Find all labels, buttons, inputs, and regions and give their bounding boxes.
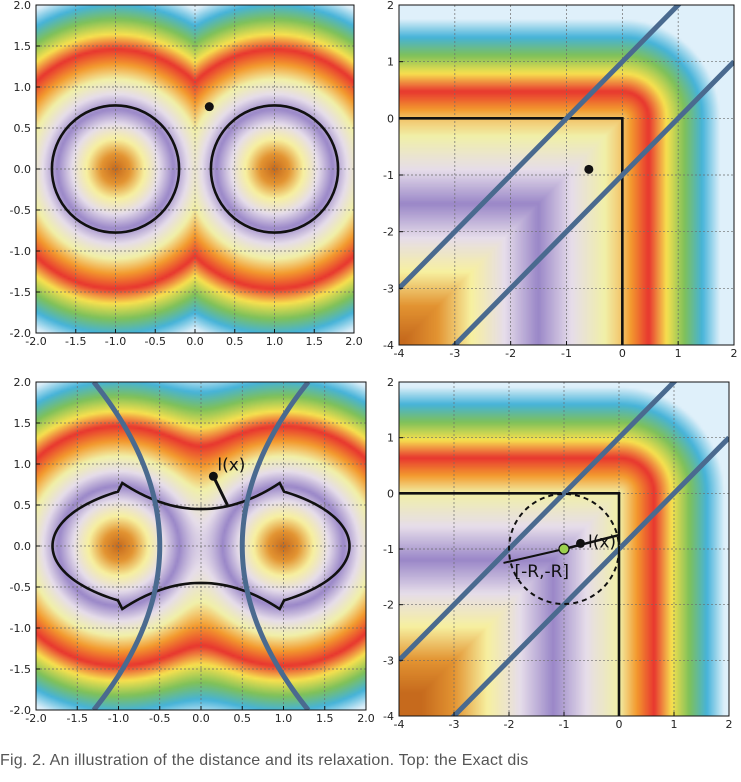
y-tick-label: -3 [383,282,394,295]
y-tick-label: 0.0 [14,540,32,553]
dumbbell-level-set [51,481,351,611]
y-tick-label: 0 [387,112,394,125]
x-tick-label: -0.5 [145,335,166,348]
y-tick-label: 2 [387,376,394,389]
y-tick-label: -0.5 [10,581,31,594]
y-tick-label: 1 [387,56,394,69]
black-level-circle [209,104,340,234]
quadrant-boundary [399,117,624,345]
x-tick-label: 2 [731,347,738,360]
x-tick-label: 1.0 [266,335,284,348]
annotation-lx: l(x) [588,532,616,552]
y-tick-label: 1.5 [14,40,32,53]
x-tick-label: -3 [449,347,460,360]
annotation-center: [-R,-R] [515,562,570,582]
x-tick-label: 0.5 [234,712,252,725]
x-tick-label: -2 [505,347,516,360]
x-tick-label: 2 [726,718,733,731]
black-level-circle [50,104,181,234]
x-tick-label: 1.5 [306,335,324,348]
x-tick-label: -1.5 [65,335,86,348]
x-tick-label: -1 [559,718,570,731]
y-tick-label: -1.0 [10,245,31,258]
y-tick-label: -2.0 [10,327,31,340]
plot-area: l(x) [36,382,366,710]
y-tick-label: 2 [387,0,394,12]
y-tick-label: 0 [387,487,394,500]
x-tick-label: -4 [394,347,405,360]
query-point [204,102,214,112]
y-tick-label: 0.5 [14,499,32,512]
x-tick-label: 1 [675,347,682,360]
x-tick-label: 0.5 [226,335,244,348]
y-tick-label: -2 [383,226,394,239]
y-tick-label: 0.5 [14,122,32,135]
y-tick-label: 1.0 [14,81,32,94]
query-point [208,471,218,481]
quadrant-boundary [399,492,621,716]
x-tick-label: 1 [671,718,678,731]
x-tick-label: 0.0 [192,712,210,725]
x-tick-label: -2 [504,718,515,731]
projection-segment [212,475,229,506]
x-tick-label: -1.0 [108,712,129,725]
x-tick-label: 0.0 [186,335,204,348]
annotation-lx: l(x) [217,455,245,475]
x-tick-label: -0.5 [149,712,170,725]
x-tick-label: 1.0 [275,712,293,725]
plot-area [36,5,354,333]
y-tick-label: -1.5 [10,286,31,299]
blue-line [450,435,729,716]
x-tick-label: 1.5 [316,712,334,725]
x-tick-label: 2.0 [345,335,363,348]
y-tick-label: -4 [383,339,394,352]
panel-bottom-left: l(x) -2.0 -1.5 -1.0 -0.5 0.0 0.5 1.0 1.5 2.0 -2.0 -… [10,376,375,725]
y-tick-label: -0.5 [10,204,31,217]
center-point [558,543,570,555]
query-point [584,164,594,174]
y-tick-label: 0.0 [14,163,32,176]
panel-top-right: -4 -3 -2 -1 0 1 2 -4 -3 -2 -1 0 1 2 [383,0,738,360]
y-tick-label: 1 [387,432,394,445]
x-tick-label: -1 [561,347,572,360]
y-tick-label: -1 [383,543,394,556]
x-tick-label: -1.5 [67,712,88,725]
y-tick-label: -1.5 [10,663,31,676]
x-tick-label: -3 [449,718,460,731]
x-tick-label: -2.0 [25,335,46,348]
figure-caption: Fig. 2. An illustration of the distance … [0,752,529,769]
panel-top-left: -2.0 -1.5 -1.0 -0.5 0.0 0.5 1.0 1.5 2.0 -2.0 -1.5 -… [10,0,363,348]
x-tick-label: 0 [616,718,623,731]
y-tick-label: -4 [383,710,394,723]
y-tick-label: 2.0 [14,0,32,12]
y-tick-label: -3 [383,654,394,667]
x-tick-label: -1.0 [105,335,126,348]
y-tick-label: 2.0 [14,376,32,389]
hyperbola-branch [91,382,163,710]
y-tick-label: 1.0 [14,458,32,471]
x-tick-label: -2.0 [25,712,46,725]
x-tick-label: 0 [619,347,626,360]
y-tick-label: -2 [383,599,394,612]
y-tick-label: -1.0 [10,622,31,635]
y-tick-label: -1 [383,169,394,182]
panel-bottom-right: l(x) [-R,-R] -4 -3 -2 -1 0 1 2 -4 -3 -2 -1 0 1 2 [383,376,733,731]
y-tick-label: -2.0 [10,704,31,717]
hyperbola-branch [239,382,311,710]
x-tick-label: -4 [394,718,405,731]
query-point [576,538,585,548]
radius-segment [563,533,620,551]
x-tick-label: 2.0 [357,712,375,725]
y-tick-label: 1.5 [14,417,32,430]
dashed-circle [508,493,620,605]
label-leader [503,548,565,564]
